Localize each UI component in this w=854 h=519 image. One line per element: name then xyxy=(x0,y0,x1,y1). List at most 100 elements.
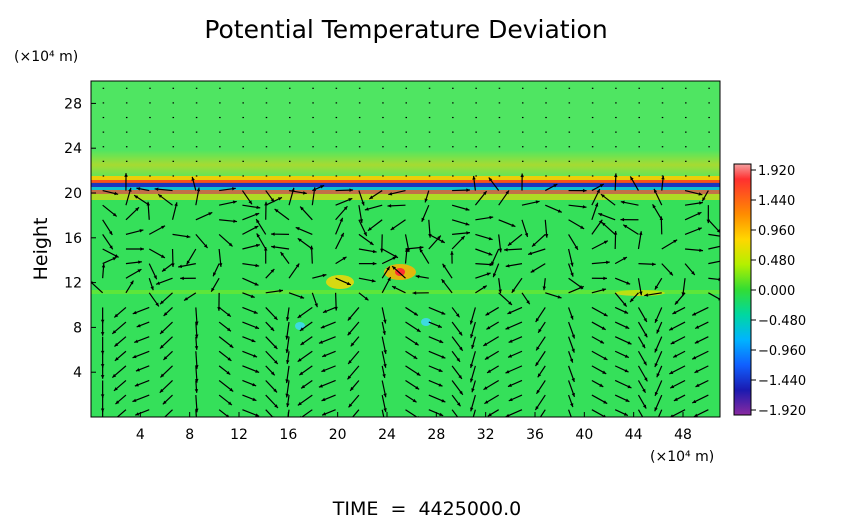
wind-vector xyxy=(568,409,572,417)
wind-vector-head xyxy=(508,301,512,305)
wind-vector-head xyxy=(693,413,698,417)
wind-vector-head xyxy=(656,373,660,378)
wind-vector-head xyxy=(392,286,397,290)
heatmap-features xyxy=(91,81,720,330)
wind-vector-head xyxy=(598,219,603,224)
wind-vector-head xyxy=(100,375,105,379)
wind-vector-head xyxy=(557,209,562,213)
wind-vector-head xyxy=(295,227,300,231)
wind-vector-head xyxy=(300,206,304,211)
wind-vector-head xyxy=(438,368,443,372)
colorbar-scale xyxy=(733,163,752,416)
wind-vector-head xyxy=(229,344,234,348)
wind-vector-head xyxy=(274,360,278,365)
wind-vector-head xyxy=(456,402,461,407)
wind-vector-head xyxy=(286,360,290,364)
wind-vector-head xyxy=(624,310,629,314)
wind-vector-head xyxy=(346,281,351,286)
wind-vector-head xyxy=(603,312,608,317)
wind-vector-head xyxy=(291,187,295,192)
wind-vector-head xyxy=(599,383,604,387)
wind-vector-head xyxy=(350,386,354,391)
wind-vector-head xyxy=(669,327,674,331)
wind-vector-head xyxy=(364,296,369,301)
wind-vector-head xyxy=(415,385,420,390)
colorbar-tick-label: 1.920 xyxy=(758,164,795,179)
wind-vector-head xyxy=(508,354,513,358)
wind-vector-head xyxy=(274,404,278,409)
wind-vector-head xyxy=(574,245,578,250)
colorbar-tick-label: 0.960 xyxy=(758,224,795,239)
wind-vector-head xyxy=(387,277,391,282)
wind-vector-head xyxy=(412,291,417,295)
wind-vector-head xyxy=(456,357,461,362)
wind-vector-head xyxy=(644,421,647,425)
wind-vector-head xyxy=(624,354,629,358)
wind-vector-head xyxy=(627,384,632,389)
wind-vector-head xyxy=(364,207,369,211)
wind-vector-head xyxy=(695,325,700,329)
wind-vector-head xyxy=(670,384,675,389)
wind-vector-head xyxy=(511,223,516,227)
wind-vector-head xyxy=(163,356,168,360)
wind-vector-head xyxy=(382,330,386,335)
wind-vector-head xyxy=(286,403,290,408)
wind-vector-head xyxy=(669,370,674,374)
wind-vector-head xyxy=(483,191,487,195)
wind-vector-head xyxy=(372,249,377,254)
wind-vector-head xyxy=(603,414,607,417)
y-tick-label: 24 xyxy=(64,141,82,157)
wind-vector-head xyxy=(194,346,199,350)
x-tick-label: 44 xyxy=(625,427,643,443)
wind-vector-head xyxy=(383,408,387,413)
wind-vector-head xyxy=(347,375,352,380)
wind-vector-head xyxy=(136,324,141,328)
wind-vector-head xyxy=(695,383,700,387)
wind-vector-head xyxy=(280,251,285,256)
wind-vector-head xyxy=(285,317,290,321)
wind-vector-head xyxy=(270,268,275,273)
colorbar-tick-label: 0.000 xyxy=(758,284,795,299)
wind-vector xyxy=(637,409,644,417)
wind-vector-head xyxy=(250,294,255,298)
wind-vector-head xyxy=(627,341,632,345)
wind-vector-head xyxy=(300,341,305,346)
wind-vector xyxy=(451,409,459,417)
wind-vector-head xyxy=(643,361,647,366)
wind-vector xyxy=(539,409,546,417)
wind-vector-head xyxy=(363,232,367,237)
wind-vector-head xyxy=(656,418,659,422)
wind-vector-head xyxy=(670,340,675,345)
wind-vector-head xyxy=(134,383,139,387)
wind-vector-head xyxy=(698,192,703,196)
wind-vector-head xyxy=(285,393,289,398)
wind-vector-head xyxy=(254,282,259,286)
x-tick-label: 48 xyxy=(674,427,692,443)
wind-vector-head xyxy=(692,312,697,316)
x-tick-label: 16 xyxy=(279,427,297,443)
wind-vector-head xyxy=(388,192,393,196)
wind-vector-head xyxy=(162,267,166,272)
wind-vector-head xyxy=(369,195,374,199)
wind-vector-head xyxy=(297,401,302,406)
wind-vector-head xyxy=(248,200,252,205)
wind-vector-head xyxy=(128,187,132,192)
wind-vector-head xyxy=(654,318,659,323)
wind-vector-head xyxy=(392,256,397,260)
wind-vector-head xyxy=(139,229,144,233)
wind-vector-head xyxy=(263,246,268,251)
wind-vector-head xyxy=(285,423,288,427)
wind-vector-head xyxy=(582,205,587,209)
wind-vector-head xyxy=(469,378,474,383)
wind-vector-head xyxy=(146,201,150,206)
wind-vector-head xyxy=(441,355,446,359)
wind-vector xyxy=(708,233,720,237)
wind-vector-head xyxy=(160,254,165,258)
wind-vector-head xyxy=(134,195,139,199)
wind-vector-head xyxy=(620,200,625,205)
wind-vector-head xyxy=(537,418,540,422)
wind-vector-head xyxy=(419,248,424,253)
wind-vector-head xyxy=(602,370,607,374)
wind-vector-head xyxy=(471,388,475,393)
